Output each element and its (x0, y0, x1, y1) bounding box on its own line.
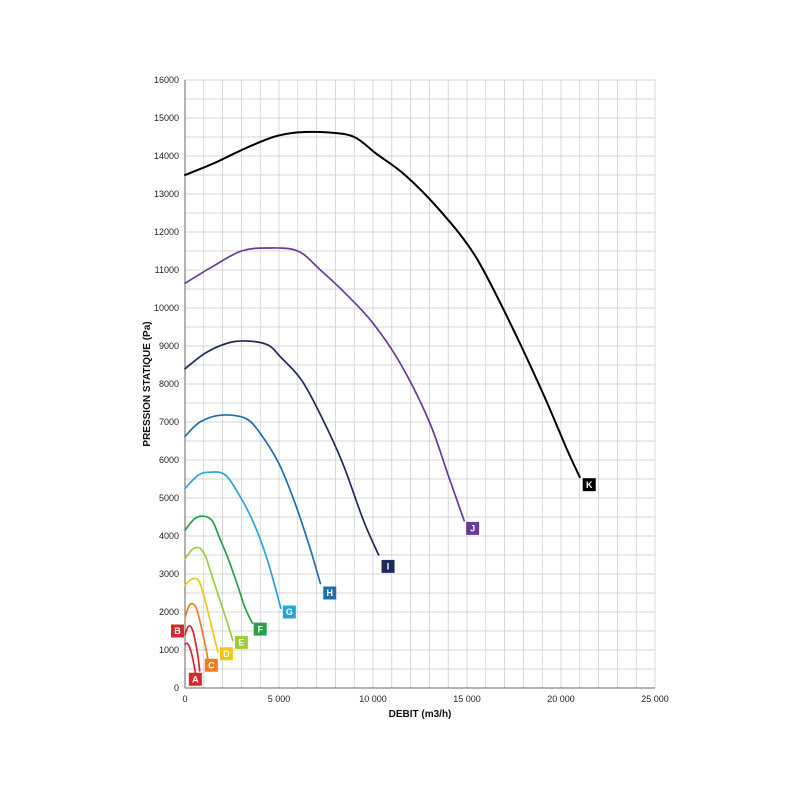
x-tick-label: 20 000 (547, 694, 575, 704)
series-badge-label: B (174, 626, 181, 636)
y-tick-label: 7000 (159, 417, 179, 427)
series-line-d (184, 577, 219, 653)
series-badge-box (381, 559, 395, 573)
series-badge-label: J (470, 524, 475, 534)
series-badge-label: H (327, 588, 334, 598)
x-tick-label: 5 000 (268, 694, 291, 704)
y-tick-label: 12000 (154, 227, 179, 237)
series-badge-k: K (582, 478, 596, 492)
series-line-c (184, 602, 210, 665)
series-badge-g: G (282, 605, 296, 619)
series-badges: A B CDE F G H I J K (170, 478, 596, 686)
series-line-e (184, 546, 234, 642)
y-tick-label: 1000 (159, 645, 179, 655)
x-tick-label: 25 000 (641, 694, 669, 704)
series-badge-box (282, 605, 296, 619)
series-line-a (184, 642, 197, 674)
series-badge-f: F (253, 622, 267, 636)
y-tick-label: 8000 (159, 379, 179, 389)
series-badge-i: I (381, 559, 395, 573)
series-lines (184, 130, 581, 674)
series-badge-label: K (586, 480, 593, 490)
y-axis-title: PRESSION STATIQUE (Pa) (142, 321, 153, 446)
x-tick-label: 10 000 (359, 694, 387, 704)
series-badge-label: C (208, 660, 215, 670)
y-tick-label: 14000 (154, 151, 179, 161)
series-badge-b: B (170, 624, 184, 638)
series-line-h (184, 414, 322, 585)
x-tick-labels: 0 5 000 10 000 15 000 20 000 25 000 (182, 694, 668, 704)
series-badge-box (323, 586, 337, 600)
y-tick-label: 13000 (154, 189, 179, 199)
series-line-g (184, 471, 282, 610)
x-tick-label: 15 000 (453, 694, 481, 704)
series-badge-box (204, 658, 218, 672)
series-badge-e: E (234, 635, 248, 649)
series-badge-box (253, 622, 267, 636)
x-tick-label: 0 (182, 694, 187, 704)
y-tick-label: 6000 (159, 455, 179, 465)
series-line-i (184, 340, 380, 556)
series-line-k (184, 130, 581, 479)
series-badge-j: J (466, 521, 480, 535)
y-tick-label: 4000 (159, 531, 179, 541)
y-tick-label: 16000 (154, 75, 179, 85)
series-badge-c: C (204, 658, 218, 672)
y-tick-label: 2000 (159, 607, 179, 617)
series-badge-box (466, 521, 480, 535)
series-badge-box (188, 672, 202, 686)
y-tick-label: 15000 (154, 113, 179, 123)
y-tick-label: 3000 (159, 569, 179, 579)
series-badge-box (170, 624, 184, 638)
series-badge-box (582, 478, 596, 492)
y-tick-label: 0 (174, 683, 179, 693)
axes (184, 80, 655, 689)
series-badge-d: D (219, 647, 233, 661)
series-badge-label: E (238, 638, 244, 648)
series-badge-label: A (192, 674, 199, 684)
y-tick-labels: 0 1000 2000 3000 4000 5000 6000 7000 8000 9000 100… (154, 75, 179, 693)
series-line-j (184, 247, 466, 522)
series-badge-label: I (387, 562, 390, 572)
series-badge-label: F (257, 624, 263, 634)
y-tick-label: 10000 (154, 303, 179, 313)
y-tick-label: 9000 (159, 341, 179, 351)
x-axis-title: DEBIT (m3/h) (389, 709, 452, 720)
series-badge-box (234, 635, 248, 649)
series-badge-box (219, 647, 233, 661)
series-badge-label: G (286, 607, 293, 617)
grid (184, 79, 656, 689)
series-badge-h: H (323, 586, 337, 600)
y-tick-label: 5000 (159, 493, 179, 503)
series-line-f (184, 515, 254, 625)
y-tick-label: 11000 (155, 265, 179, 275)
series-badge-label: D (223, 649, 230, 659)
series-line-b (184, 625, 201, 672)
series-badge-a: A (188, 672, 202, 686)
